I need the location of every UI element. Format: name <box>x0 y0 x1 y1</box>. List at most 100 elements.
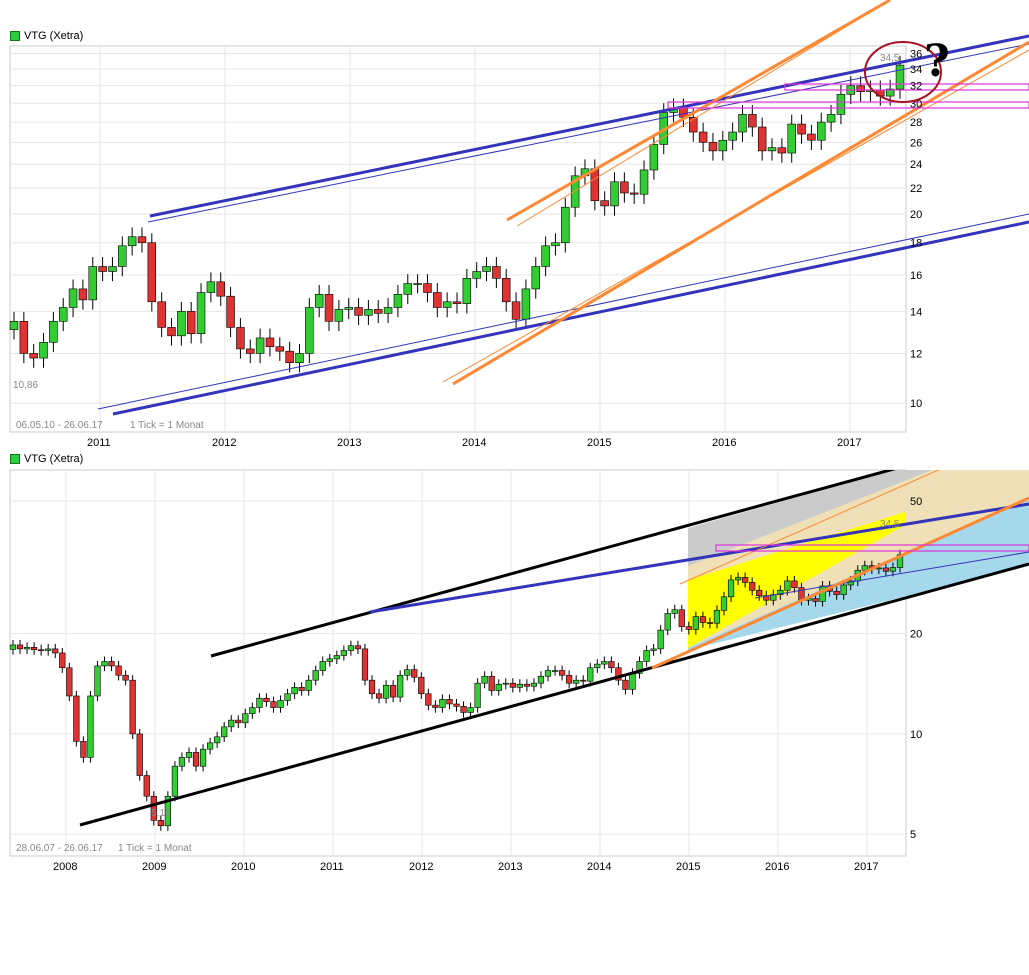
legend-swatch-icon <box>10 31 20 41</box>
candle-down <box>756 589 763 597</box>
candle-up <box>541 245 550 267</box>
y-tick-label: 10 <box>910 398 922 410</box>
candle-down <box>748 114 757 128</box>
candle-up <box>570 175 580 208</box>
candle-down <box>19 320 29 354</box>
candle-down <box>122 674 129 681</box>
candle-down <box>150 795 157 821</box>
candle-up <box>787 123 796 154</box>
candle-down <box>52 648 59 654</box>
trend-line <box>79 562 1029 827</box>
trend-line <box>679 470 940 585</box>
candle-down <box>31 646 38 651</box>
low-label: 5,16 <box>151 808 171 819</box>
tick-note: 1 Tick = 1 Monat <box>118 843 192 854</box>
candle-up <box>314 294 324 308</box>
candle-up <box>728 131 737 141</box>
candle-up <box>692 616 699 630</box>
candle-down <box>374 309 383 314</box>
candle-up <box>171 765 179 797</box>
candle-down <box>246 348 255 354</box>
candle-down <box>446 699 453 705</box>
candle-up <box>840 584 847 595</box>
high-label: 34,5 <box>880 519 900 530</box>
candle-down <box>523 683 531 687</box>
x-tick-label: 2017 <box>854 861 878 870</box>
candle-down <box>80 741 87 758</box>
candle-down <box>423 283 432 293</box>
candle-up <box>462 278 472 304</box>
candle-down <box>511 301 521 320</box>
candle-down <box>136 733 143 776</box>
y-tick-label: 32 <box>910 81 922 93</box>
y-tick-label: 36 <box>910 48 922 60</box>
x-tick-label: 2010 <box>231 861 255 870</box>
candle-down <box>452 301 462 304</box>
chart2-legend: VTG (Xetra) <box>10 453 83 465</box>
candle-up <box>185 752 193 758</box>
y-tick-label: 24 <box>910 159 922 171</box>
candle-down <box>29 353 38 359</box>
candle-down <box>742 577 749 583</box>
candle-up <box>720 596 728 611</box>
x-tick-label: 2013 <box>498 861 522 870</box>
candle-up <box>333 655 340 660</box>
trend-line <box>149 34 1029 218</box>
candle-up <box>326 658 333 662</box>
candle-down <box>580 679 587 682</box>
candle-down <box>453 703 460 707</box>
candle-down <box>147 242 157 303</box>
y-tick-label: 20 <box>910 209 922 221</box>
chart2-legend-label: VTG (Xetra) <box>24 453 84 465</box>
y-tick-label: 34 <box>910 64 922 76</box>
candle-up <box>610 181 619 207</box>
candle-up <box>221 726 228 738</box>
trend-line <box>112 220 1029 416</box>
candle-up <box>601 661 608 665</box>
candle-down <box>812 598 819 602</box>
resistance-zone <box>667 101 1029 109</box>
candle-up <box>885 88 895 97</box>
candle-up <box>481 675 488 684</box>
candle-down <box>98 266 107 272</box>
candle-up <box>214 736 221 744</box>
x-tick-label: 2008 <box>53 861 77 870</box>
candle-down <box>361 648 369 681</box>
candle-up <box>312 670 319 681</box>
trend-line <box>369 502 1029 614</box>
candle-down <box>882 567 890 572</box>
candle-up <box>413 283 422 285</box>
candle-up <box>177 311 186 337</box>
candle-down <box>501 278 511 303</box>
x-tick-label: 2016 <box>712 437 736 449</box>
candle-down <box>608 661 615 669</box>
candle-up <box>39 342 48 359</box>
candle-up <box>249 707 256 715</box>
candle-up <box>639 169 649 195</box>
candle-down <box>324 294 334 322</box>
candle-up <box>587 667 594 682</box>
candle-up <box>277 700 284 708</box>
x-tick-label: 2009 <box>142 861 166 870</box>
trend-line <box>442 49 1029 383</box>
candle-up <box>403 283 413 295</box>
candle-down <box>59 652 66 669</box>
candle-up <box>305 679 312 691</box>
x-tick-label: 2016 <box>765 861 789 870</box>
candle-down <box>797 123 806 135</box>
candle-down <box>108 661 115 667</box>
y-tick-label: 5 <box>910 829 916 841</box>
candle-up <box>347 645 355 651</box>
x-tick-label: 2014 <box>587 861 611 870</box>
x-tick-label: 2017 <box>837 437 861 449</box>
candle-up <box>206 281 216 293</box>
candle-down <box>368 679 376 695</box>
x-tick-label: 2012 <box>409 861 433 870</box>
candle-up <box>847 580 854 586</box>
candle-down <box>390 684 397 698</box>
candle-up <box>817 121 826 141</box>
candle-up <box>573 679 580 684</box>
candle-up <box>256 697 263 708</box>
candle-down <box>807 133 816 141</box>
